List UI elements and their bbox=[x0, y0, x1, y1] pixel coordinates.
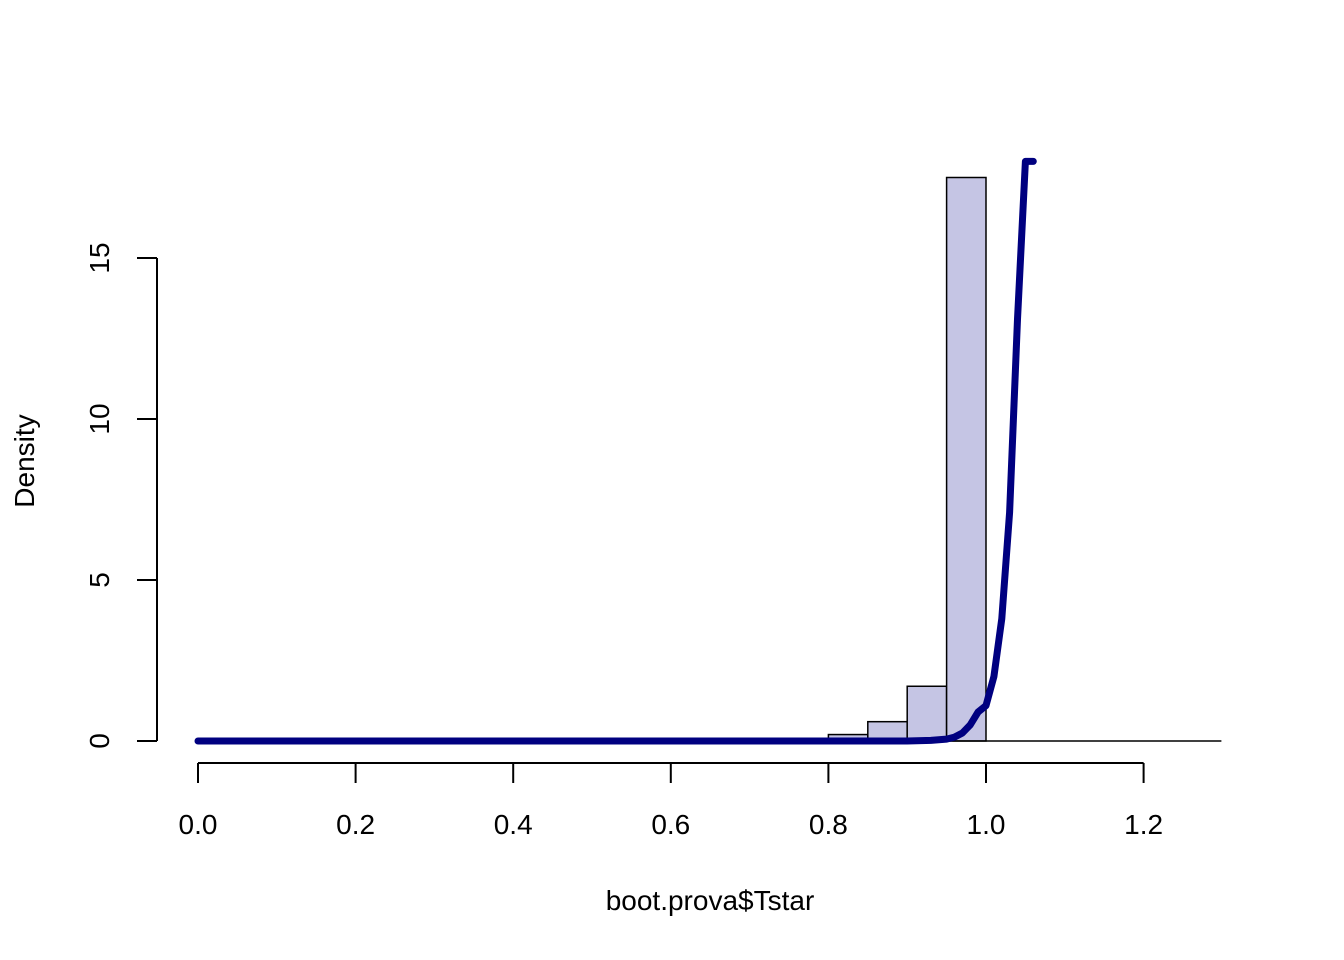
x-tick-label-3: 0.6 bbox=[651, 809, 690, 840]
density-curve-line-0 bbox=[194, 157, 1037, 745]
x-tick-label-2: 0.4 bbox=[494, 809, 533, 840]
y-axis-title: Density bbox=[9, 414, 40, 507]
x-axis: 0.0 0.2 0.4 0.6 0.8 1.0 1.2 bbox=[179, 762, 1163, 840]
histogram-bar-3 bbox=[945, 176, 987, 742]
x-axis-title: boot.prova$Tstar bbox=[606, 885, 815, 916]
histogram-bars bbox=[827, 176, 987, 742]
y-axis: 0 5 10 15 bbox=[84, 242, 158, 749]
y-tick-label-2: 10 bbox=[84, 403, 115, 434]
x-tick-label-6: 1.2 bbox=[1124, 809, 1163, 840]
x-tick-label-4: 0.8 bbox=[809, 809, 848, 840]
y-tick-label-3: 15 bbox=[84, 242, 115, 273]
y-tick-label-1: 5 bbox=[84, 572, 115, 588]
y-tick-label-0: 0 bbox=[84, 733, 115, 749]
x-tick-label-0: 0.0 bbox=[179, 809, 218, 840]
x-tick-label-5: 1.0 bbox=[967, 809, 1006, 840]
histogram-bar-2 bbox=[906, 685, 948, 742]
density-curve bbox=[194, 157, 1037, 745]
x-tick-label-1: 0.2 bbox=[336, 809, 375, 840]
